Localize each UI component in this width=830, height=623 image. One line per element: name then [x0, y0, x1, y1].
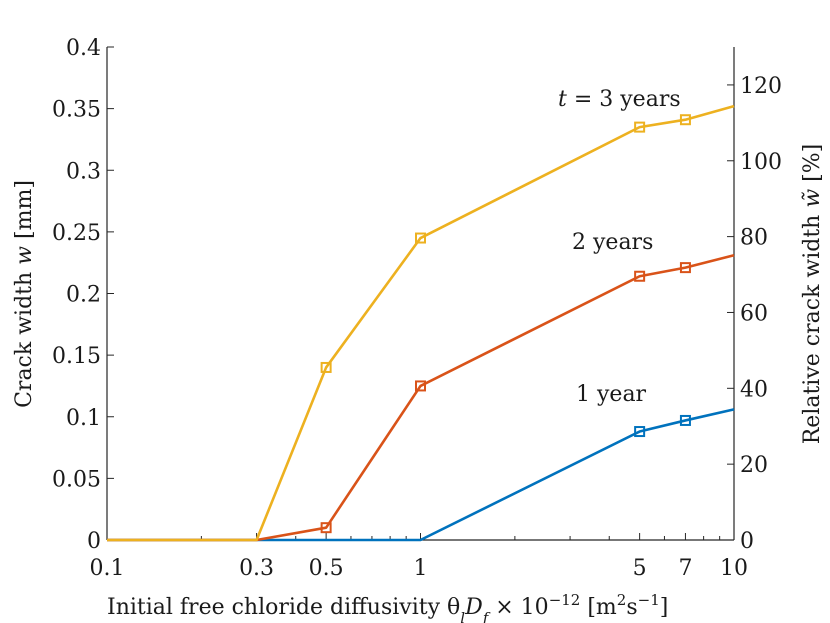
y-tick-label-0-15: 0.15: [52, 344, 101, 369]
x-tick-label-0-1: 0.1: [90, 556, 125, 581]
left-y-axis-title-var: w: [12, 246, 37, 265]
x-tick-label-5: 5: [633, 556, 647, 581]
axis-ticks: 0.1 0.3 0.5 1 5 7 1000.050.10.150.20.250.30.35…: [52, 36, 782, 581]
x-axis-title-times: × 10: [488, 595, 548, 620]
y-tick-label-0-05: 0.05: [52, 467, 101, 492]
series-label-2-years: 2 years: [572, 230, 653, 255]
series-marker-3-years-5: [634, 121, 646, 133]
series-label-3-years-text: = 3 years: [567, 87, 681, 112]
x-tick-label-1: 1: [414, 556, 428, 581]
series-label-1-year: 1 year: [576, 382, 647, 407]
series-line-1-year: [107, 408, 735, 542]
series-label-3-years: t = 3 years: [558, 87, 681, 112]
series-marker-3-years-7: [679, 114, 691, 126]
x-axis-title-units-sq: 2: [617, 591, 627, 609]
right-y-axis-title-main: Relative crack width: [800, 208, 825, 445]
series-marker-2-years-1: [415, 380, 426, 392]
y-tick-label-0-1: 0.1: [66, 406, 101, 431]
y2-tick-label-80: 80: [740, 226, 768, 251]
x-axis-title-sub-l: l: [460, 609, 465, 623]
y2-tick-label-120: 120: [740, 74, 782, 99]
series-marker-1-year-7: [679, 414, 691, 426]
right-y-axis-title-units: [%]: [800, 144, 825, 189]
y-tick-label-0-4: 0.4: [66, 36, 101, 61]
y2-tick-label-100: 100: [740, 150, 782, 175]
x-tick-label-10: 10: [720, 556, 748, 581]
series-marker-2-years-7: [679, 262, 691, 274]
y2-tick-label-60: 60: [740, 301, 768, 326]
x-axis-title-units-open: [m: [580, 595, 617, 620]
x-tick-label-0-5: 0.5: [309, 556, 344, 581]
series-marker-3-years-0-5: [320, 361, 332, 373]
series-label-3-years-var: t: [558, 87, 567, 112]
x-axis-title-units-exp: −1: [638, 591, 660, 609]
series-labels: t = 3 years 2 years 1 year: [558, 87, 681, 407]
right-y-axis-title: Relative crack width w̃ [%]: [800, 144, 825, 445]
left-y-axis-title-main: Crack width: [12, 265, 37, 408]
x-axis-title-main: Initial free chloride diffusivity θ: [107, 595, 460, 620]
x-tick-label-0-3: 0.3: [239, 556, 274, 581]
x-axis-title: Initial free chloride diffusivity θlDf ×…: [107, 591, 668, 623]
chart-plot-area: [106, 47, 735, 541]
y2-tick-label-40: 40: [740, 377, 768, 402]
y-tick-label-0-25: 0.25: [52, 221, 101, 246]
series-marker-1-year-5: [634, 426, 646, 438]
y-tick-label-0-2: 0.2: [66, 283, 101, 308]
x-axis-title-d: D: [464, 595, 483, 620]
series-marker-2-years-5: [634, 270, 646, 282]
y-tick-label-0-3: 0.3: [66, 159, 101, 184]
series-line-3-years: [107, 104, 735, 542]
y2-tick-label-20: 20: [740, 453, 768, 478]
y2-tick-label-0: 0: [740, 529, 754, 554]
x-axis-title-exp: −12: [549, 591, 581, 609]
left-y-axis-title: Crack width w [mm]: [12, 180, 37, 408]
left-y-axis-title-units: [mm]: [12, 180, 37, 246]
x-axis-title-sub-f: f: [482, 609, 491, 623]
series-lines: [107, 104, 735, 542]
x-axis-title-units-s: s: [626, 595, 637, 620]
y-tick-label-0: 0: [87, 529, 101, 554]
right-y-axis-title-var: w̃: [800, 189, 825, 208]
x-tick-label-7: 7: [678, 556, 692, 581]
y-tick-label-0-35: 0.35: [52, 98, 101, 123]
series-marker-3-years-1: [415, 232, 426, 244]
series-marker-2-years-0-5: [320, 522, 332, 534]
x-axis-title-units-close: ]: [660, 595, 669, 620]
